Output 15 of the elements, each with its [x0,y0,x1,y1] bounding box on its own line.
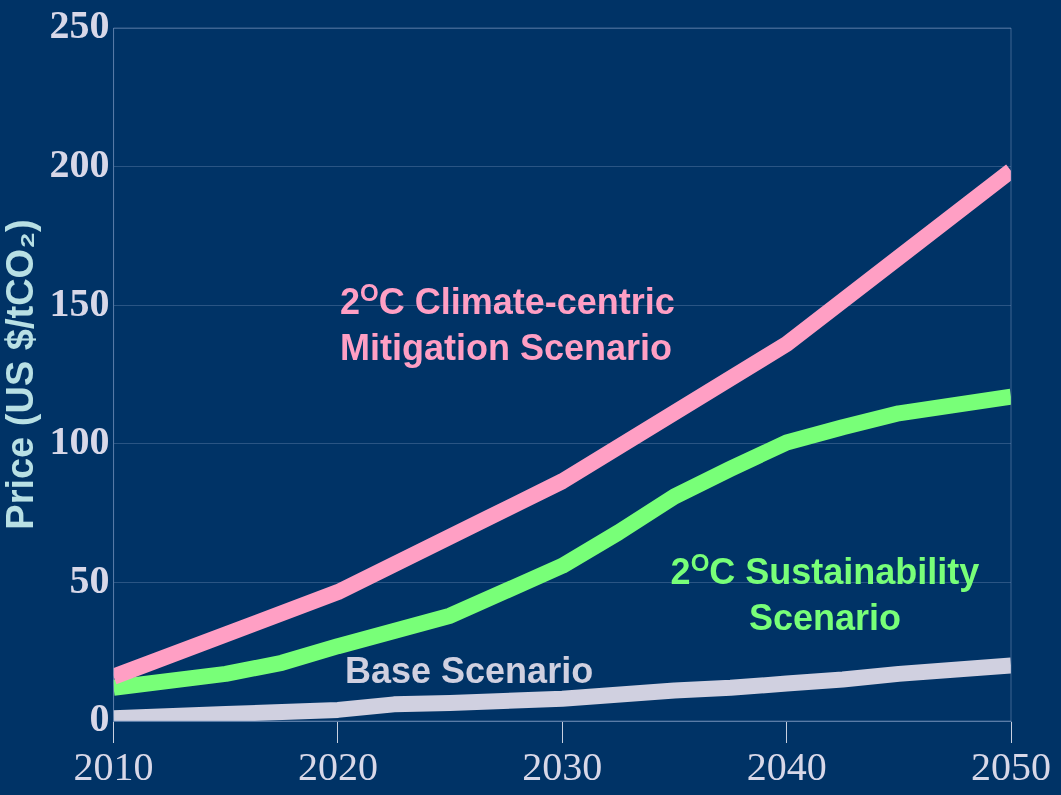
x-tick-label: 2040 [746,743,827,789]
y-tick-label: 50 [69,556,110,602]
x-tick-label: 2010 [73,743,154,789]
y-tick-label: 100 [49,418,110,464]
y-tick-label: 0 [89,695,110,741]
y-tick-label: 200 [49,140,110,186]
series-label: 2$^{O}$C Climate-centric Mitigation Scenario [340,278,676,370]
y-tick-label: 250 [49,2,110,48]
x-tick-label: 2030 [522,743,603,789]
series-label: Base Scenario [345,649,595,693]
series-label: 2$^{O}$C Sustainability Scenario [669,548,981,640]
x-tick-label: 2050 [971,743,1051,789]
y-axis-title: Price (US $/tCO₂) [0,219,42,530]
x-tick-label: 2020 [297,743,378,789]
y-tick-label: 150 [49,279,110,325]
